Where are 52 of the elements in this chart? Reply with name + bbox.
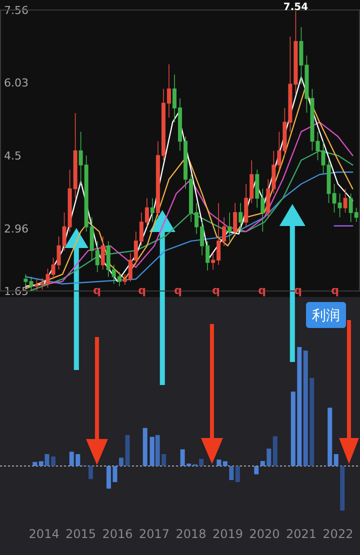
bar [142, 428, 148, 466]
y-tick-label: 2.96 [4, 222, 28, 236]
bar [216, 460, 222, 466]
x-tick-label: 2016 [102, 527, 133, 541]
candlestick [233, 202, 238, 237]
x-tick-label: 2022 [322, 527, 354, 541]
annotation: q [258, 284, 266, 297]
bar [303, 350, 308, 466]
bar [51, 456, 56, 466]
annotation: q [138, 284, 146, 297]
annotation: q [93, 284, 101, 297]
bar [88, 466, 93, 480]
bar [32, 462, 38, 466]
x-tick-label: 2021 [286, 527, 316, 541]
x-tick-label: 2018 [176, 527, 206, 541]
bar [235, 466, 240, 482]
bar [310, 378, 314, 466]
bar [334, 454, 338, 466]
chart-title: 利润 [312, 308, 340, 324]
annotation: q [331, 284, 339, 297]
bar [254, 466, 259, 474]
bar [118, 458, 124, 466]
x-tick-label: 2014 [28, 527, 60, 541]
y-tick-label: 6.03 [4, 76, 28, 90]
bar [38, 461, 44, 466]
bar [272, 436, 278, 466]
x-tick-label: 2015 [66, 527, 96, 541]
candlestick [343, 188, 348, 213]
candlestick [100, 236, 105, 270]
annotation: q [212, 284, 220, 297]
candlestick [238, 202, 243, 232]
x-tick-label: 2019 [212, 527, 244, 541]
bar [229, 466, 234, 480]
y-tick-label: 4.5 [4, 149, 22, 162]
bar [199, 458, 204, 466]
bar [150, 436, 154, 466]
candlestick [150, 198, 154, 222]
x-tick-label: 2020 [249, 527, 280, 541]
bar [44, 454, 50, 466]
annotation: q [174, 284, 182, 297]
bar [260, 461, 265, 466]
x-tick-label: 2017 [139, 527, 170, 541]
bar [328, 408, 332, 466]
annotation: q [294, 284, 302, 297]
bar [162, 454, 166, 466]
bar [340, 466, 345, 511]
annotation: 7.54 [283, 2, 308, 13]
bar [125, 435, 130, 466]
bar [155, 435, 160, 466]
bar [222, 461, 228, 466]
bar [266, 448, 272, 466]
candlestick [228, 212, 232, 242]
